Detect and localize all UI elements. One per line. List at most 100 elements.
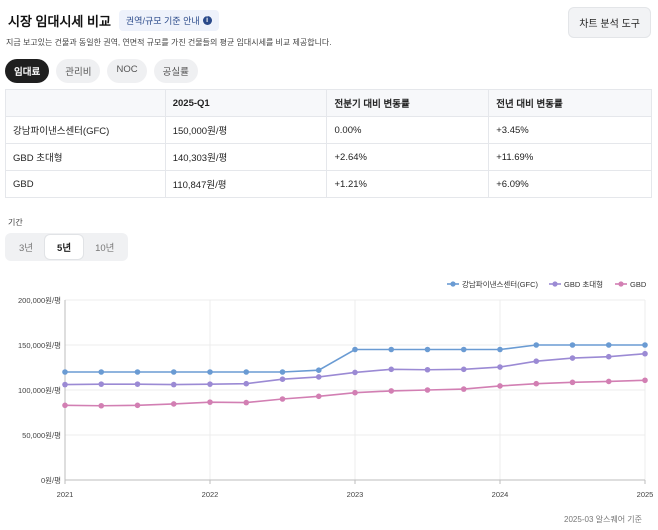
data-point	[642, 350, 648, 357]
data-point	[497, 346, 503, 353]
data-point	[605, 378, 612, 385]
data-point	[533, 358, 540, 364]
guide-badge-label: 권역/규모 기준 안내	[125, 16, 200, 26]
data-point	[569, 342, 576, 348]
data-point	[460, 346, 467, 353]
data-point	[243, 380, 250, 387]
period-option-5y[interactable]: 5년	[45, 235, 84, 259]
data-point	[279, 396, 286, 402]
table-header-cell	[5, 89, 166, 117]
table-row: GBD 110,847원/평 +1.21% +6.09%	[5, 170, 652, 198]
data-point	[207, 381, 213, 387]
data-point	[642, 377, 648, 384]
table-cell-rent: 150,000원/평	[164, 116, 328, 144]
x-tick-label: 2021	[57, 490, 74, 499]
y-tick-label: 100,000원/평	[18, 385, 61, 395]
data-source-footnote: 2025-03 알스퀘어 기준	[564, 515, 642, 524]
data-point	[352, 389, 358, 396]
period-option-3y[interactable]: 3년	[19, 243, 34, 254]
legend-marker	[450, 281, 456, 287]
data-point	[134, 402, 141, 409]
data-point	[424, 366, 431, 373]
section-description: 지금 보고있는 건물과 동일한 권역, 연면적 규모를 가진 건물들의 평균 임…	[6, 38, 332, 47]
data-point	[279, 369, 286, 375]
data-point	[533, 342, 540, 348]
legend-label: GBD 초대형	[564, 280, 603, 289]
table-cell-yoy: +3.45%	[488, 116, 652, 144]
data-point	[642, 342, 648, 348]
data-point	[243, 369, 250, 375]
data-point	[460, 366, 467, 373]
tab-noc[interactable]: NOC	[107, 59, 147, 83]
period-selector: 3년 5년 10년	[5, 233, 129, 261]
x-tick-label: 2022	[202, 490, 219, 499]
data-point	[207, 399, 213, 405]
info-icon[interactable]: i	[202, 16, 212, 25]
legend-label: 강남파이낸스센터(GFC)	[462, 279, 539, 289]
period-option-10y[interactable]: 10년	[95, 243, 115, 254]
table-cell-qoq: +2.64%	[326, 143, 490, 171]
data-point	[569, 355, 576, 361]
data-point	[98, 381, 105, 387]
data-point	[569, 379, 576, 386]
data-point	[243, 399, 250, 406]
table-cell-qoq: +1.21%	[326, 170, 490, 198]
x-tick-label: 2024	[492, 490, 509, 499]
data-point	[170, 401, 177, 407]
data-point	[315, 374, 322, 380]
data-point	[98, 402, 105, 409]
tab-maintenance-fee[interactable]: 관리비	[56, 59, 101, 83]
table-header-row: 2025-Q1 전분기 대비 변동률 전년 대비 변동률	[5, 89, 652, 117]
table-row: GBD 초대형 140,303원/평 +2.64% +11.69%	[5, 143, 652, 171]
data-point	[460, 386, 467, 392]
table-row: 강남파이낸스센터(GFC) 150,000원/평 0.00% +3.45%	[5, 116, 652, 144]
table-header-cell: 전분기 대비 변동률	[326, 89, 490, 117]
data-point	[424, 387, 431, 393]
guide-badge[interactable]: 권역/규모 기준 안내 i	[118, 10, 219, 31]
tab-vacancy-rate[interactable]: 공실률	[153, 59, 198, 83]
comparison-table: 2025-Q1 전분기 대비 변동률 전년 대비 변동률 강남파이낸스센터(GF…	[5, 89, 652, 198]
data-point	[605, 353, 612, 360]
table-cell-rent: 110,847원/평	[164, 170, 328, 198]
data-point	[170, 369, 177, 375]
data-point	[497, 383, 503, 389]
data-point	[134, 381, 141, 387]
metric-tabs: 임대료 관리비 NOC 공실률	[5, 59, 198, 83]
data-point	[98, 369, 105, 375]
data-point	[134, 369, 141, 375]
table-cell-yoy: +11.69%	[488, 143, 652, 171]
data-point	[388, 388, 395, 394]
table-cell-rent: 140,303원/평	[164, 143, 328, 171]
data-point	[352, 369, 358, 376]
chart-analysis-tool-button[interactable]: 차트 분석 도구	[568, 7, 651, 38]
section-title: 시장 임대시세 비교	[8, 14, 111, 29]
y-tick-label: 0원/평	[41, 475, 61, 485]
tab-rent[interactable]: 임대료	[5, 59, 50, 83]
table-header-cell: 2025-Q1	[164, 89, 328, 117]
legend-label: GBD	[630, 280, 647, 289]
data-point	[62, 381, 68, 388]
data-point	[62, 369, 68, 375]
data-point	[388, 366, 395, 373]
table-cell-yoy: +6.09%	[488, 170, 652, 198]
table-cell-name: GBD	[5, 170, 166, 198]
table-cell-qoq: 0.00%	[326, 116, 490, 144]
table-header-cell: 전년 대비 변동률	[488, 89, 652, 117]
data-point	[352, 346, 358, 353]
data-point	[315, 367, 322, 373]
data-point	[388, 346, 395, 353]
data-point	[424, 346, 431, 353]
data-point	[533, 380, 540, 387]
y-tick-label: 150,000원/평	[18, 340, 61, 350]
y-tick-label: 200,000원/평	[18, 295, 61, 305]
period-label: 기간	[8, 218, 23, 227]
legend-marker	[618, 281, 624, 287]
data-point	[605, 342, 612, 348]
x-tick-label: 2025	[637, 490, 654, 499]
data-point	[315, 393, 322, 400]
data-point	[497, 364, 503, 370]
data-point	[207, 369, 213, 375]
legend-marker	[552, 281, 558, 287]
data-point	[170, 381, 177, 388]
section-header: 시장 임대시세 비교 권역/규모 기준 안내 i	[8, 10, 219, 31]
